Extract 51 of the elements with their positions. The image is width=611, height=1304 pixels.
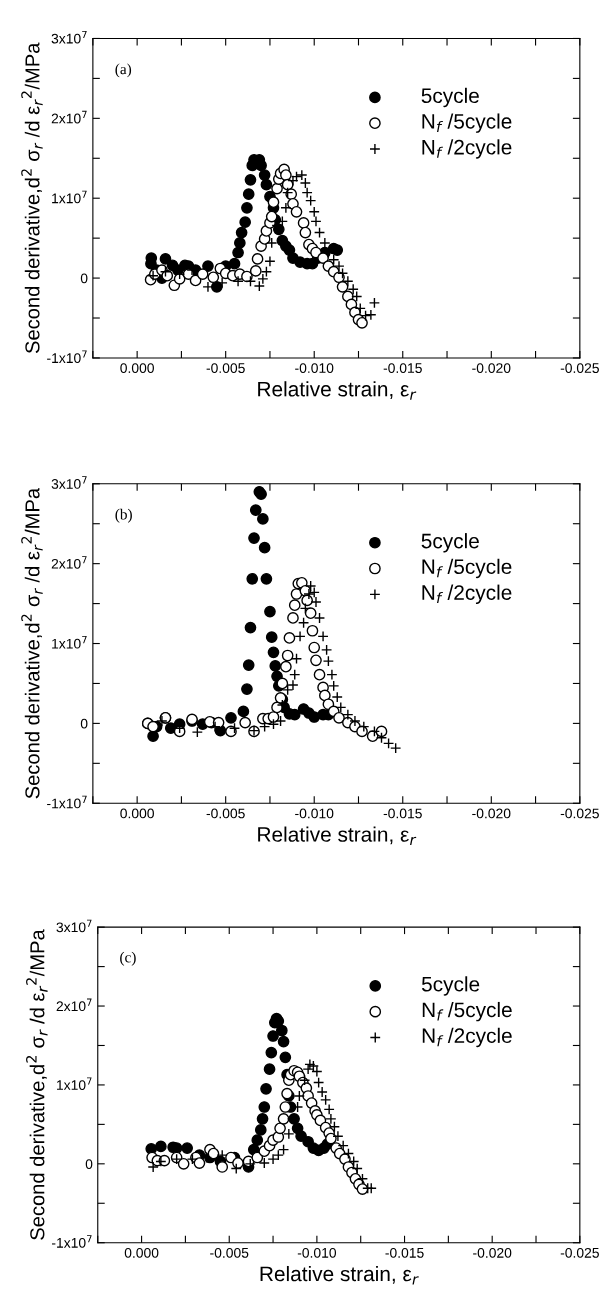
y-axis-title: Second derivative,d$^{2}$ σ$_{r}$ /d ε$_{r}$$^{2}$/MPa — [21, 487, 43, 799]
legend-label: N$_{f}$ /2cycle — [422, 584, 512, 605]
x-tick-label: -0.015 — [383, 808, 422, 819]
y-tick-label: 2x10$^{7}$ — [51, 110, 87, 124]
x-tick-label: 0.000 — [124, 1247, 159, 1258]
x-tick-label: 0.000 — [120, 363, 154, 374]
x-tick-label: -0.005 — [206, 808, 245, 819]
x-tick-label: -0.005 — [206, 363, 245, 374]
legend-label: N$_{f}$ /5cycle — [422, 113, 512, 133]
y-tick-label: 0 — [80, 273, 88, 284]
x-tick-label: -0.015 — [383, 363, 422, 374]
x-tick-label: 0.000 — [120, 808, 154, 819]
x-tick-label: -0.020 — [472, 808, 511, 819]
y-tick-label: 1x10$^{7}$ — [52, 190, 87, 204]
y-axis-title: Second derivative,d$^{2}$ σ$_{r}$ /d ε$_{r}$$^{2}$/MPa — [21, 42, 43, 354]
y-axis-title: Second derivative,d$^{2}$ σ$_{r}$ /d ε$_{r}$$^{2}$/MPa — [26, 929, 48, 1240]
x-tick-label: -0.015 — [385, 1247, 424, 1258]
x-tick-label: -0.010 — [295, 808, 334, 819]
y-tick-label: 3x10$^{7}$ — [51, 31, 87, 44]
legend-label: N$_{f}$ /2cycle — [422, 139, 512, 159]
legend-label: N$_{f}$ /5cycle — [422, 558, 512, 579]
annotation: (b) — [115, 508, 132, 523]
y-tick-label: -1x10$^{7}$ — [47, 350, 87, 364]
legend-label: 5cycle — [421, 976, 480, 996]
y-tick-label: 0 — [85, 1159, 93, 1169]
annotation: (c) — [120, 951, 136, 966]
y-tick-label: -1x10$^{7}$ — [51, 1235, 92, 1248]
y-tick-label: 2x10$^{7}$ — [56, 998, 92, 1012]
x-tick-label: -0.025 — [560, 1247, 599, 1258]
x-tick-label: -0.025 — [560, 363, 599, 374]
annotation: (a) — [115, 63, 132, 78]
x-tick-label: -0.010 — [295, 363, 334, 374]
y-tick-label: 1x10$^{7}$ — [57, 1077, 92, 1090]
y-tick-label: 2x10$^{7}$ — [51, 556, 87, 569]
x-tick-label: -0.010 — [297, 1247, 337, 1258]
y-tick-label: 1x10$^{7}$ — [52, 636, 87, 649]
legend-label: N$_{f}$ /2cycle — [422, 1027, 512, 1048]
legend-label: N$_{f}$ /5cycle — [422, 1001, 512, 1022]
y-tick-label: 0 — [80, 718, 88, 729]
x-axis-title: Relative strain, ε$_{r}$ — [258, 826, 417, 846]
x-tick-label: -0.005 — [210, 1247, 249, 1258]
legend-label: 5cycle — [421, 87, 479, 108]
y-tick-label: 3x10$^{7}$ — [51, 476, 87, 489]
y-tick-label: 3x10$^{7}$ — [56, 919, 92, 933]
legend-label: 5cycle — [421, 533, 479, 553]
x-axis-title: Relative strain, ε$_{r}$ — [258, 381, 417, 400]
x-tick-label: -0.020 — [472, 363, 511, 374]
x-tick-label: -0.020 — [473, 1247, 512, 1258]
x-tick-label: -0.025 — [560, 808, 599, 819]
x-axis-title: Relative strain, ε$_{r}$ — [260, 1265, 419, 1285]
y-tick-label: -1x10$^{7}$ — [47, 795, 87, 809]
